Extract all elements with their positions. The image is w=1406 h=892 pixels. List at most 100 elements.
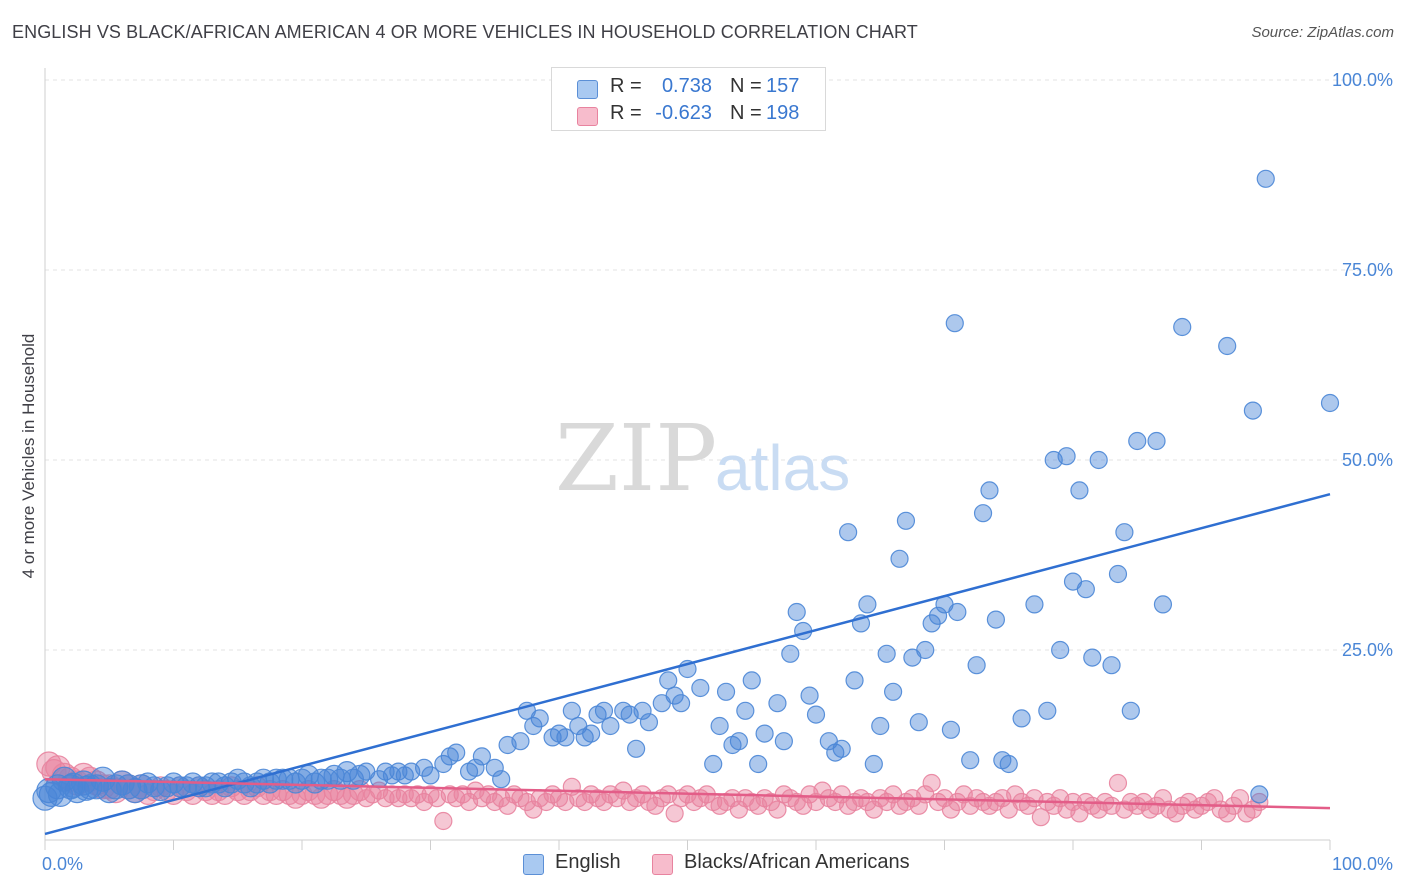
data-point-black: [909, 796, 928, 815]
data-point-english: [691, 678, 710, 698]
trend-line-black: [44, 777, 1331, 810]
data-point-english: [485, 758, 504, 777]
data-point-english: [601, 716, 620, 736]
legend-n-value: 198: [766, 102, 800, 124]
data-point-english: [414, 758, 434, 777]
data-point-black: [768, 800, 787, 819]
y-tick-label: 75.0%: [1342, 260, 1393, 280]
chart-title: ENGLISH VS BLACK/AFRICAN AMERICAN 4 OR M…: [12, 22, 918, 42]
data-point-english: [1089, 450, 1108, 470]
data-point-english: [781, 644, 800, 663]
data-point-english: [1128, 431, 1147, 451]
data-point-english: [466, 758, 485, 777]
data-point-english: [626, 739, 646, 758]
data-point-english: [1102, 656, 1121, 675]
y-tick-label: 25.0%: [1342, 640, 1393, 660]
axes: [44, 68, 1331, 850]
watermark-atlas: atlas: [715, 432, 850, 504]
data-point-english: [304, 772, 326, 794]
data-point-english: [511, 732, 530, 751]
data-point-english: [1121, 701, 1140, 720]
data-point-english: [421, 766, 440, 785]
y-tick-label: 50.0%: [1342, 450, 1393, 470]
data-point-black: [665, 804, 684, 823]
data-point-english: [973, 504, 993, 523]
data-point-english: [659, 671, 678, 690]
data-point-english: [839, 523, 858, 542]
x-tick-label: 100.0%: [1332, 854, 1393, 874]
data-point-black: [813, 781, 832, 800]
data-point-english: [909, 713, 928, 732]
data-point-english: [1250, 785, 1269, 804]
legend-swatch-english: [577, 80, 598, 99]
trend-line-english: [44, 492, 1331, 836]
source-label: Source: ZipAtlas.com: [1251, 24, 1394, 41]
data-point-english: [948, 602, 967, 622]
data-point-english: [1038, 701, 1057, 720]
data-point-english: [877, 644, 896, 663]
legend-swatch-black: [577, 107, 598, 126]
data-point-black: [922, 773, 941, 793]
data-point-english: [729, 732, 749, 751]
data-point-english: [800, 686, 819, 705]
data-point-english: [806, 705, 826, 724]
watermark-zip: ZIP: [555, 405, 717, 512]
data-point-black: [336, 787, 358, 809]
data-point-english: [890, 549, 909, 568]
watermark: ZIP atlas: [555, 405, 850, 512]
data-point-black: [941, 800, 961, 819]
data-point-english: [916, 640, 935, 660]
data-point-english: [633, 701, 652, 720]
data-point-english: [447, 743, 466, 762]
data-point-english: [1147, 431, 1166, 451]
data-point-english: [47, 781, 74, 808]
data-point-black: [1031, 808, 1050, 827]
data-point-english: [832, 739, 851, 758]
data-point-english: [928, 606, 948, 625]
data-point-english: [122, 777, 148, 804]
data-point-english: [524, 716, 543, 736]
data-point-english: [1051, 640, 1070, 660]
x-tick-label: 0.0%: [42, 854, 83, 874]
data-point-english: [896, 511, 916, 530]
data-point-english: [755, 724, 774, 743]
data-point-english: [864, 754, 883, 774]
data-point-english: [96, 777, 122, 804]
data-point-english: [665, 686, 684, 705]
data-point-english: [594, 701, 614, 720]
data-point-english: [986, 610, 1006, 629]
data-point-english: [742, 671, 761, 690]
data-point-english: [492, 770, 511, 789]
legend-r-value: 0.738: [661, 75, 712, 97]
data-point-english: [1243, 401, 1263, 420]
bottom-legend-label-english: English: [555, 851, 621, 873]
data-point-english: [704, 754, 723, 774]
data-point-english: [1115, 523, 1134, 542]
data-point-english: [1218, 336, 1237, 356]
data-point-english: [1070, 481, 1089, 500]
data-point-english: [1076, 580, 1095, 599]
data-point-english: [1025, 595, 1044, 614]
data-point-english: [967, 656, 986, 675]
data-point-english: [671, 694, 691, 713]
legend-r-label: R =: [610, 75, 642, 97]
data-point-english: [530, 709, 549, 728]
data-point-english: [1320, 393, 1340, 413]
data-point-english: [774, 732, 793, 751]
bottom-legend-swatch-english: [523, 854, 544, 875]
legend-n-value: 157: [766, 75, 800, 97]
data-point-english: [1057, 447, 1076, 466]
data-point-english: [1083, 648, 1102, 667]
data-point-english: [749, 754, 768, 774]
data-point-english: [945, 314, 964, 333]
data-point-english: [871, 716, 890, 736]
data-point-english: [1012, 709, 1031, 728]
data-point-english: [716, 682, 736, 701]
bottom-legend-label-black: Blacks/African Americans: [684, 851, 910, 873]
data-point-english: [980, 481, 999, 500]
data-point-english: [768, 694, 787, 713]
data-point-english: [582, 724, 601, 743]
data-point-english: [941, 720, 961, 739]
data-point-english: [284, 772, 307, 794]
